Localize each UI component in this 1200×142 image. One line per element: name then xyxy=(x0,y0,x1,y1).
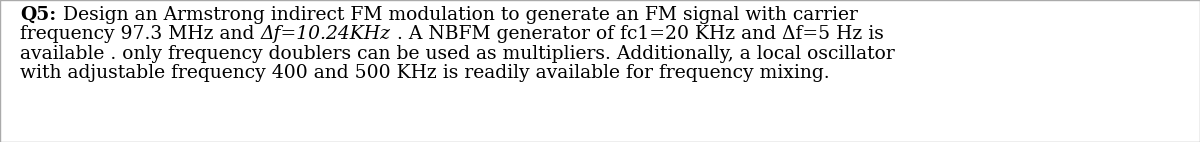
Text: available . only frequency doublers can be used as multipliers. Additionally, a : available . only frequency doublers can … xyxy=(20,45,895,63)
Text: . A NBFM generator of fc1=20 KHz and Δf=5 Hz is: . A NBFM generator of fc1=20 KHz and Δf=… xyxy=(391,25,883,43)
Text: Q5:: Q5: xyxy=(20,6,56,24)
Text: Δf=10.24KHz: Δf=10.24KHz xyxy=(260,25,391,43)
Text: frequency 97.3 MHz and: frequency 97.3 MHz and xyxy=(20,25,260,43)
Text: with adjustable frequency 400 and 500 KHz is readily available for frequency mix: with adjustable frequency 400 and 500 KH… xyxy=(20,64,830,82)
Text: Design an Armstrong indirect FM modulation to generate an FM signal with carrier: Design an Armstrong indirect FM modulati… xyxy=(56,6,858,24)
